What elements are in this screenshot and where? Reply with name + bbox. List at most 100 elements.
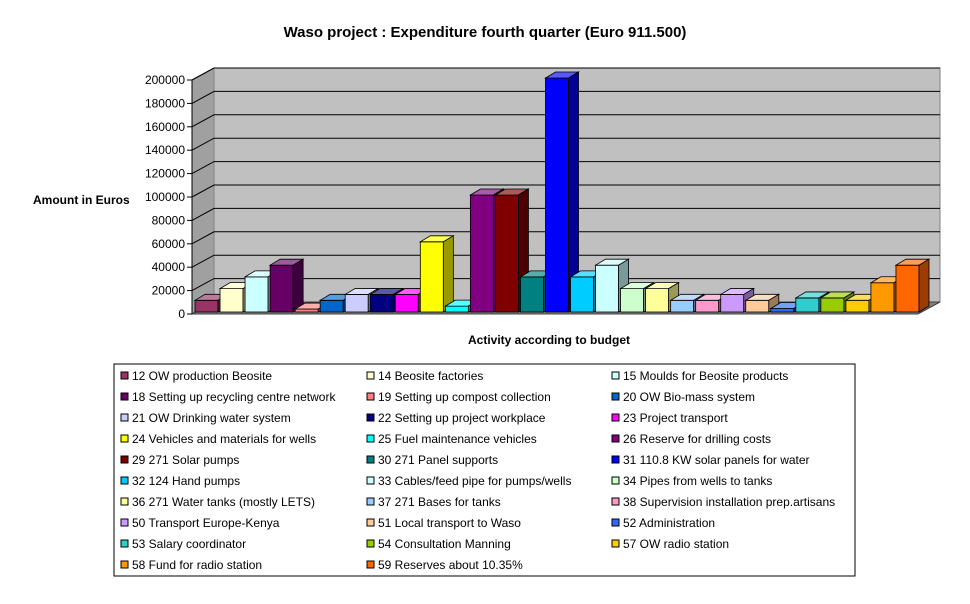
legend-item: 33 Cables/feed pipe for pumps/wells	[366, 474, 571, 488]
gridline	[191, 137, 940, 151]
y-axis-label: Amount in Euros	[33, 193, 130, 207]
bar-front	[495, 194, 519, 313]
y-tick-label: 180000	[145, 96, 185, 110]
bar-front	[845, 299, 870, 313]
legend-item: 37 271 Bases for tanks	[366, 495, 501, 509]
legend-swatch	[611, 413, 620, 422]
bar-front	[444, 305, 469, 313]
legend-item: 50 Transport Europe-Kenya	[120, 516, 280, 530]
legend-item: 58 Fund for radio station	[120, 558, 262, 572]
y-tick-label: 60000	[152, 237, 186, 251]
legend-swatch	[120, 497, 129, 506]
legend-swatch	[611, 539, 620, 548]
bar-front	[520, 276, 544, 313]
legend-item: 12 OW production Beosite	[120, 369, 272, 383]
legend-label: 29 271 Solar pumps	[132, 453, 239, 467]
legend-item: 59 Reserves about 10.35%	[366, 558, 523, 572]
y-tick-label: 0	[178, 307, 185, 321]
legend-label: 50 Transport Europe-Kenya	[132, 516, 280, 530]
bar	[644, 281, 681, 313]
bar-front	[419, 241, 444, 313]
bar-side	[918, 258, 930, 313]
bar-front	[545, 77, 569, 313]
legend-swatch	[120, 392, 129, 401]
legend-item: 30 271 Panel supports	[366, 453, 498, 467]
bar-front	[319, 299, 344, 313]
legend-swatch	[120, 455, 129, 464]
legend-label: 51 Local transport to Waso	[378, 516, 521, 530]
gridline	[191, 278, 940, 292]
bar-front	[344, 294, 369, 313]
legend-label: 20 OW Bio-mass system	[623, 390, 755, 404]
bar-front	[269, 264, 294, 313]
y-tick-label: 80000	[152, 213, 186, 227]
legend-swatch	[611, 476, 620, 485]
legend-box	[113, 363, 856, 577]
bar-front	[620, 288, 645, 313]
legend-label: 38 Supervision installation prep.artisan…	[623, 495, 835, 509]
legend-label: 30 271 Panel supports	[378, 453, 498, 467]
legend-swatch	[611, 392, 620, 401]
gridline	[191, 114, 940, 128]
legend-item: 25 Fuel maintenance vehicles	[366, 432, 537, 446]
legend-label: 22 Setting up project workplace	[378, 411, 546, 425]
legend-swatch	[120, 539, 129, 548]
legend-label: 33 Cables/feed pipe for pumps/wells	[378, 474, 571, 488]
legend-item: 36 271 Water tanks (mostly LETS)	[120, 495, 315, 509]
gridline	[191, 207, 940, 221]
chart-title: Waso project : Expenditure fourth quarte…	[284, 24, 687, 41]
legend-item: 18 Setting up recycling centre network	[120, 390, 336, 404]
legend-swatch	[366, 413, 375, 422]
legend-label: 14 Beosite factories	[378, 369, 483, 383]
bar-front	[219, 288, 244, 313]
legend-label: 25 Fuel maintenance vehicles	[378, 432, 537, 446]
legend-label: 37 271 Bases for tanks	[378, 495, 501, 509]
bar-front	[244, 276, 269, 313]
legend-label: 52 Administration	[623, 516, 715, 530]
bar-side	[442, 235, 454, 313]
legend-swatch	[120, 434, 129, 443]
bar	[418, 235, 455, 313]
gridline	[191, 67, 940, 81]
legend-label: 58 Fund for radio station	[132, 558, 262, 572]
gridlines	[191, 67, 940, 292]
legend-label: 32 124 Hand pumps	[132, 474, 240, 488]
legend-label: 19 Setting up compost collection	[378, 390, 551, 404]
legend-item: 14 Beosite factories	[366, 369, 483, 383]
bar-front	[895, 264, 920, 313]
y-tick-label: 200000	[145, 73, 185, 87]
legend-swatch	[611, 455, 620, 464]
bar-front	[720, 294, 745, 313]
bar-front	[670, 299, 695, 313]
bar	[744, 293, 781, 313]
legend-swatch	[366, 434, 375, 443]
legend-item: 20 OW Bio-mass system	[611, 390, 755, 404]
legend-label: 15 Moulds for Beosite products	[623, 369, 788, 383]
legend-label: 57 OW radio station	[623, 537, 729, 551]
legend-item: 53 Salary coordinator	[120, 537, 246, 551]
legend-item: 57 OW radio station	[611, 537, 729, 551]
legend-swatch	[611, 518, 620, 527]
bar-front	[745, 299, 770, 313]
legend-label: 21 OW Drinking water system	[132, 411, 291, 425]
legend-label: 54 Consultation Manning	[378, 537, 511, 551]
legend-swatch	[366, 392, 375, 401]
legend-swatch	[611, 434, 620, 443]
legend: 12 OW production Beosite 14 Beosite facto…	[113, 363, 856, 577]
legend-item: 52 Administration	[611, 516, 715, 530]
y-tick-label: 120000	[145, 167, 185, 181]
legend-label: 31 110.8 KW solar panels for water	[623, 453, 810, 467]
legend-swatch	[611, 371, 620, 380]
legend-item: 29 271 Solar pumps	[120, 453, 239, 467]
legend-item: 22 Setting up project workplace	[366, 411, 546, 425]
bar-front	[795, 297, 820, 313]
bar	[544, 71, 580, 313]
legend-swatch	[120, 518, 129, 527]
bar-front	[570, 276, 594, 313]
legend-swatch	[366, 518, 375, 527]
gridline	[191, 184, 940, 198]
bar	[894, 258, 931, 313]
legend-label: 23 Project transport	[623, 411, 728, 425]
bar-front	[194, 299, 219, 313]
